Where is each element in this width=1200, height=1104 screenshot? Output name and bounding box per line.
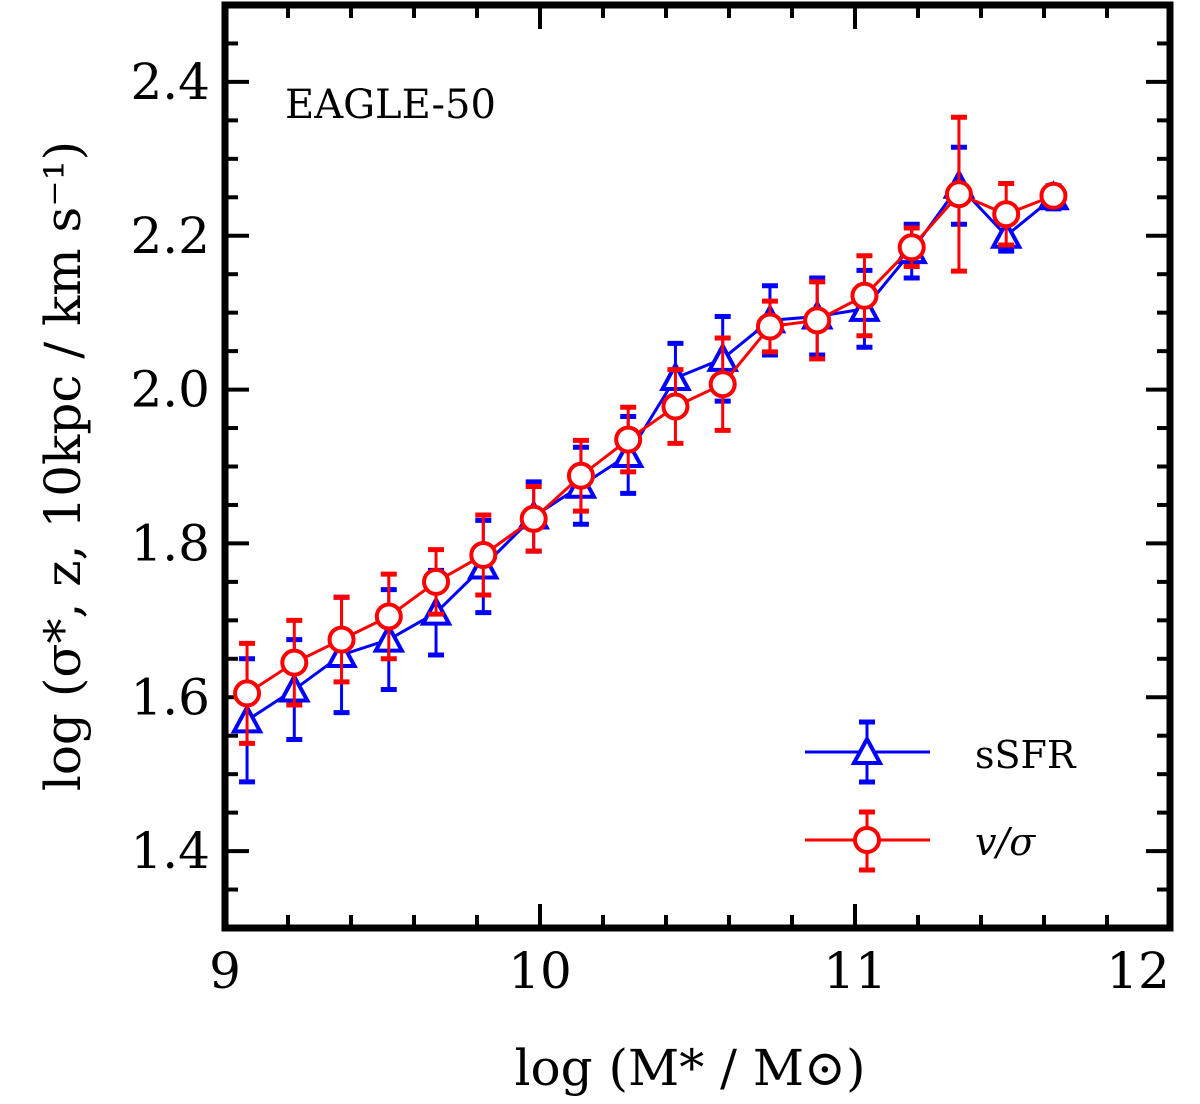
data-point <box>755 312 784 341</box>
series-layer <box>230 114 1070 785</box>
data-point <box>992 200 1021 229</box>
y-tick-labels: 1.4 1.6 1.8 2.0 2.2 2.4 <box>130 53 210 880</box>
y-tick-label: 2.2 <box>130 207 210 265</box>
legend-item-v-sigma: v/σ <box>805 809 1036 873</box>
data-point <box>327 625 356 654</box>
data-point <box>944 180 973 209</box>
data-point <box>566 461 595 490</box>
series-line <box>246 183 1055 722</box>
legend-label-v-sigma: v/σ <box>975 820 1036 864</box>
legend-item-sssfr: sSFR <box>805 719 1077 785</box>
data-point <box>422 567 451 596</box>
data-point <box>661 392 690 421</box>
legend-label-ssfr: sSFR <box>975 733 1077 777</box>
y-tick-label: 2.0 <box>130 361 210 419</box>
series-v-sigma <box>233 114 1068 746</box>
data-point <box>519 504 548 533</box>
series-line <box>246 192 1054 695</box>
data-point <box>614 425 643 454</box>
data-point <box>850 281 879 310</box>
tick-marks <box>223 3 1172 930</box>
y-tick-label: 1.8 <box>130 514 210 572</box>
x-tick-label: 12 <box>1106 942 1170 1000</box>
data-point <box>897 233 926 262</box>
legend-marker-circle <box>853 826 881 854</box>
data-point <box>803 306 832 335</box>
data-point <box>233 679 262 708</box>
series-ssfr <box>230 144 1070 785</box>
x-tick-label: 9 <box>209 942 241 1000</box>
x-tick-labels: 9 10 11 12 <box>209 942 1170 1000</box>
x-tick-label: 11 <box>823 942 887 1000</box>
data-point <box>374 602 403 631</box>
y-axis-title: log (σ*, z, 10kpc / km s⁻¹) <box>34 141 92 791</box>
y-tick-label: 1.4 <box>130 822 210 880</box>
y-tick-label: 2.4 <box>130 53 210 111</box>
data-point <box>1039 181 1068 210</box>
plot-frame <box>221 1 1174 932</box>
y-tick-label: 1.6 <box>130 668 210 726</box>
legend: sSFR v/σ <box>805 719 1077 873</box>
data-point <box>280 648 309 677</box>
x-axis-title: log (M* / M⊙) <box>515 1039 866 1097</box>
data-point <box>469 540 498 569</box>
legend-marker-triangle <box>850 734 884 765</box>
annotation: EAGLE-50 <box>285 82 496 128</box>
data-point <box>708 370 737 399</box>
x-tick-label: 10 <box>508 942 572 1000</box>
